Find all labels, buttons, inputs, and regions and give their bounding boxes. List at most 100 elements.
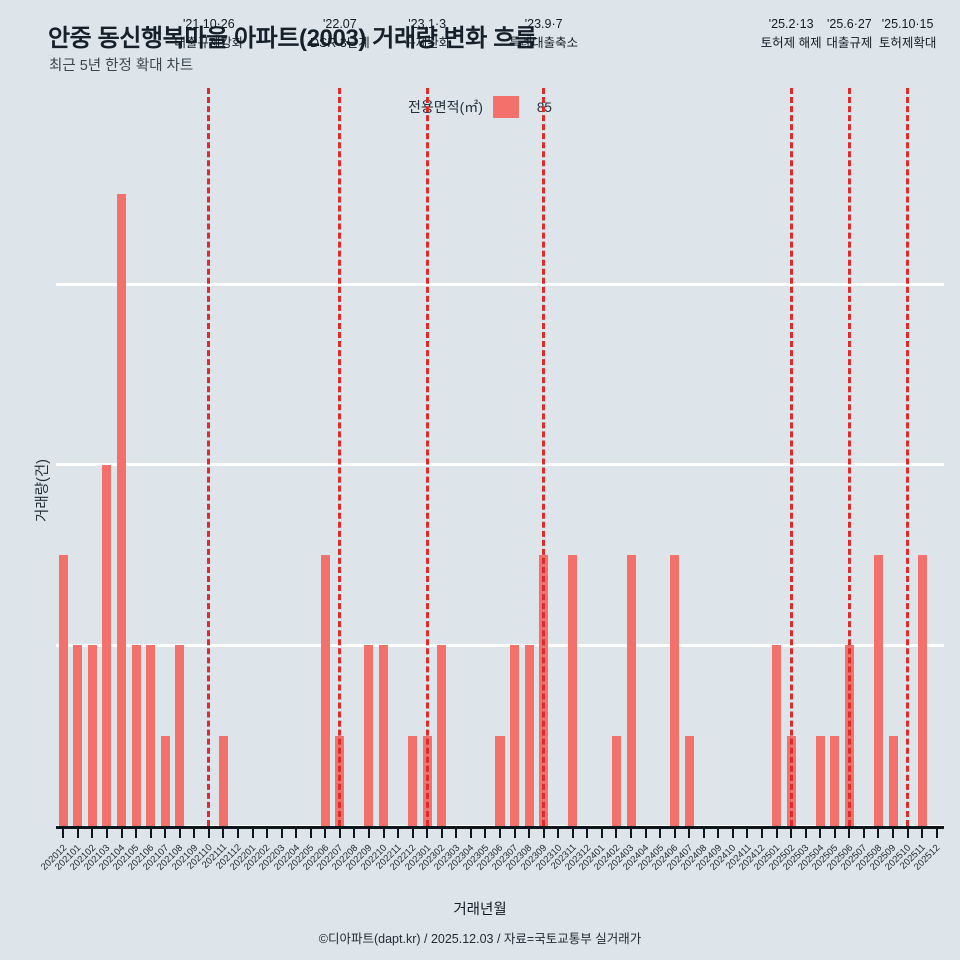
legend-swatch-85[interactable]: [492, 96, 519, 118]
bar-202212[interactable]: [408, 735, 418, 826]
event-date-202110: '21.10·26: [182, 17, 235, 31]
page-subtitle: 최근 5년 한정 확대 차트: [49, 58, 194, 74]
x-tick-202112: [236, 828, 239, 838]
x-tick-202102: [91, 828, 94, 838]
x-tick-202501: [775, 828, 778, 838]
x-tick-202409: [717, 828, 720, 838]
x-tick-202211: [397, 828, 400, 838]
bar-202504[interactable]: [815, 735, 825, 826]
bar-202505[interactable]: [830, 735, 840, 826]
event-line-202502: [789, 88, 793, 826]
event-date-202510: '25.10·15: [881, 17, 934, 31]
bar-202508[interactable]: [873, 555, 883, 826]
x-tick-202111: [222, 828, 225, 838]
bar-202105[interactable]: [131, 645, 141, 826]
bar-202308[interactable]: [524, 645, 534, 826]
bar-202102[interactable]: [87, 645, 97, 826]
event-name-202207: DSR 3단계: [309, 36, 370, 51]
x-tick-202301: [426, 828, 429, 838]
bar-202307[interactable]: [510, 645, 520, 826]
bar-202012[interactable]: [58, 555, 68, 826]
x-tick-202508: [877, 828, 880, 838]
x-tick-202509: [892, 828, 895, 838]
event-label-202309: '23.9·7 특례대출축소: [509, 15, 578, 54]
event-name-202309: 특례대출축소: [509, 36, 579, 51]
event-date-202309: '23.9·7: [524, 17, 563, 31]
x-tick-202312: [586, 828, 589, 838]
bar-202406[interactable]: [670, 555, 680, 826]
chart-legend: 전용면적(㎡) 85: [0, 96, 960, 118]
bar-202111[interactable]: [218, 735, 228, 826]
event-label-202502: '25.2·13 토허제 해제: [761, 15, 822, 54]
event-line-202309: [542, 88, 546, 826]
x-tick-202309: [542, 828, 545, 838]
event-line-202301: [425, 88, 429, 826]
x-tick-202205: [309, 828, 312, 838]
x-tick-202201: [251, 828, 254, 838]
bar-202104[interactable]: [116, 194, 126, 826]
x-tick-202402: [615, 828, 618, 838]
bar-202209[interactable]: [364, 645, 374, 826]
bar-202511[interactable]: [917, 555, 927, 826]
x-tick-202411: [746, 828, 749, 838]
event-line-202110: [207, 88, 211, 826]
event-date-202207: '22.07: [323, 17, 357, 31]
event-label-202506: '25.6·27 대출규제: [826, 15, 872, 54]
event-date-202506: '25.6·27: [826, 17, 872, 31]
x-tick-202512: [935, 828, 938, 838]
x-tick-202503: [804, 828, 807, 838]
x-axis-line: [56, 826, 944, 829]
event-line-202506: [847, 88, 851, 826]
event-date-202301: '23.1·3: [408, 17, 447, 31]
bar-202206[interactable]: [320, 555, 330, 826]
x-tick-202403: [630, 828, 633, 838]
event-line-202207: [338, 88, 342, 826]
bar-202306[interactable]: [495, 735, 505, 826]
event-line-202510: [906, 88, 910, 826]
event-name-202502: 토허제 해제: [760, 36, 822, 51]
x-tick-202412: [761, 828, 764, 838]
event-name-202506: 대출규제: [826, 36, 873, 51]
bar-202103[interactable]: [102, 464, 112, 826]
bar-202509[interactable]: [888, 735, 898, 826]
x-tick-202104: [120, 828, 123, 838]
x-tick-202103: [105, 828, 108, 838]
x-tick-202504: [819, 828, 822, 838]
x-tick-202401: [600, 828, 603, 838]
bar-202106[interactable]: [146, 645, 156, 826]
x-tick-202108: [178, 828, 181, 838]
bar-202501[interactable]: [772, 645, 782, 826]
event-label-202110: '21.10·26 대출규제강화: [174, 15, 243, 54]
x-tick-202203: [280, 828, 283, 838]
event-label-202510: '25.10·15 토허제확대: [879, 15, 937, 54]
x-tick-202511: [921, 828, 924, 838]
x-tick-202505: [833, 828, 836, 838]
bar-202407[interactable]: [684, 735, 694, 826]
event-name-202110: 대출규제강화: [174, 36, 244, 51]
bar-202210[interactable]: [379, 645, 389, 826]
x-tick-202306: [499, 828, 501, 838]
x-tick-202510: [906, 828, 909, 838]
bar-202101[interactable]: [73, 645, 83, 826]
bar-202107[interactable]: [160, 735, 170, 826]
x-tick-202101: [76, 828, 79, 838]
bar-202403[interactable]: [626, 555, 636, 826]
gridline-2: [56, 643, 944, 647]
x-tick-202404: [644, 828, 647, 838]
bar-202311[interactable]: [568, 555, 578, 826]
bar-202108[interactable]: [175, 645, 185, 826]
x-tick-202305: [484, 828, 487, 838]
event-date-202502: '25.2·13: [768, 17, 814, 31]
event-name-202510: 토허제확대: [878, 36, 937, 51]
x-tick-202310: [557, 828, 560, 838]
event-label-202207: '22.07 DSR 3단계: [310, 15, 370, 54]
x-tick-202208: [353, 828, 356, 838]
x-tick-202012: [62, 828, 65, 838]
x-tick-202303: [455, 828, 458, 838]
x-tick-202407: [688, 828, 691, 838]
bar-202302[interactable]: [437, 645, 447, 826]
bar-202402[interactable]: [611, 735, 621, 826]
x-tick-202109: [193, 828, 196, 838]
